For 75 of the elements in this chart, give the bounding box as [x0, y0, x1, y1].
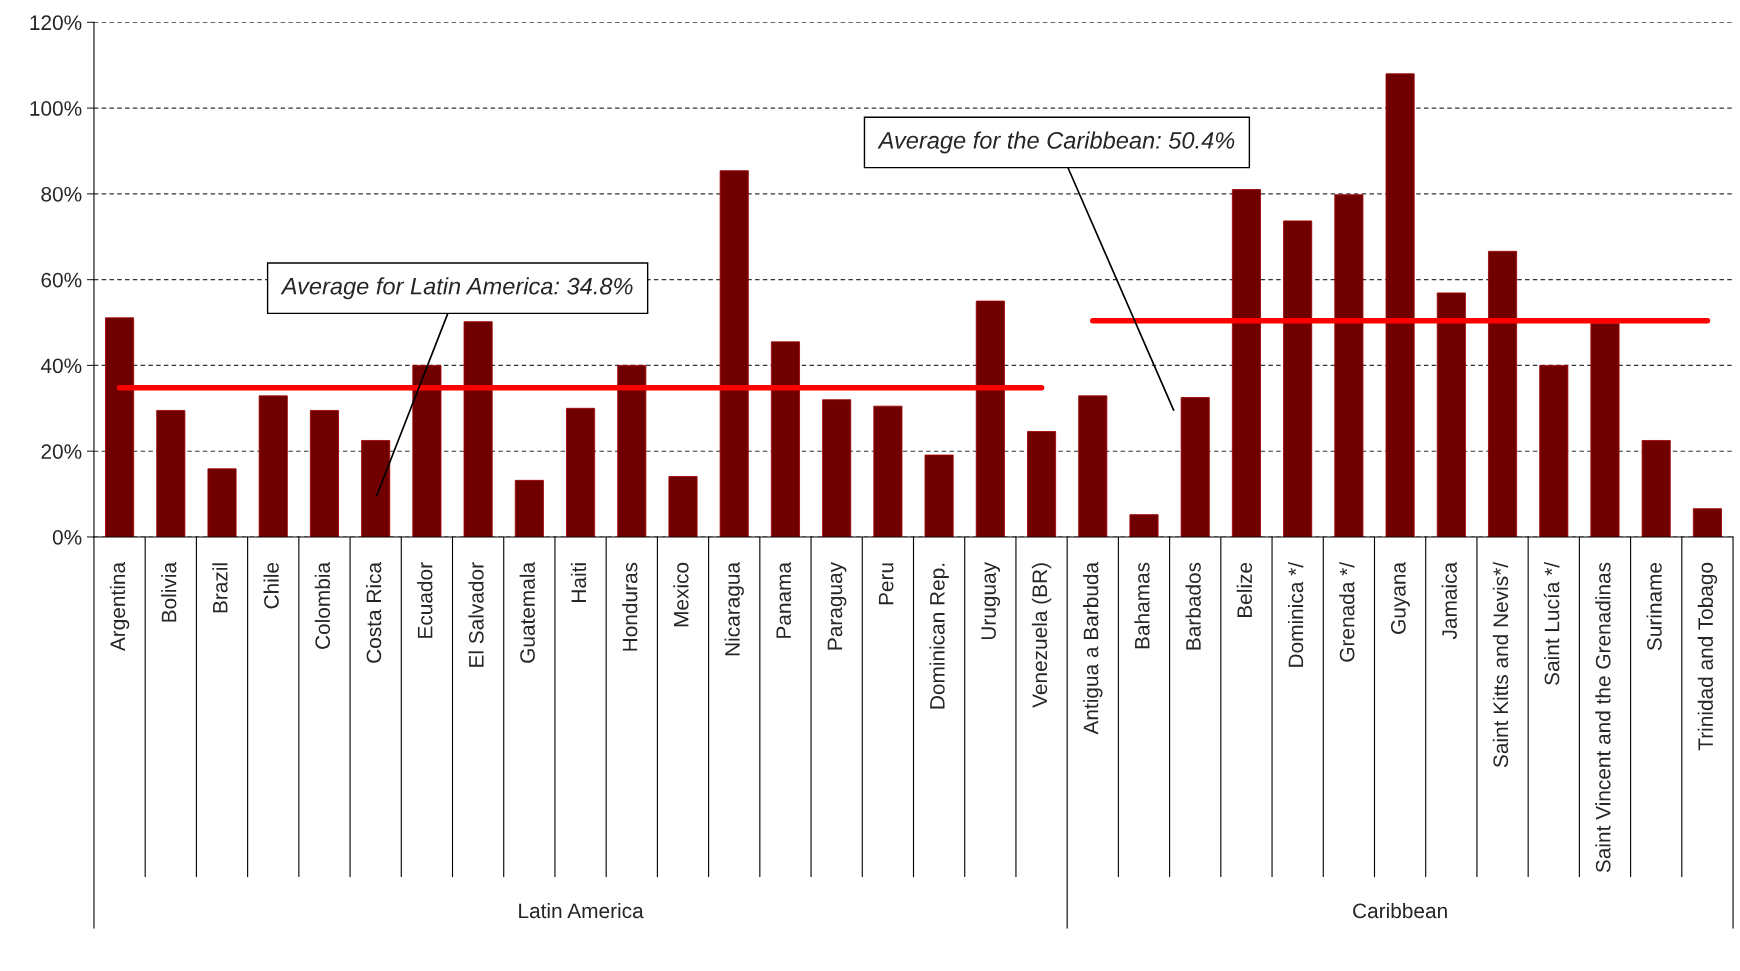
y-tick-label: 20% — [41, 444, 82, 459]
x-tick-label: Dominican Rep. — [929, 563, 949, 709]
x-tick-label: Nicaragua — [724, 561, 744, 656]
y-tick-label: 80% — [41, 186, 82, 202]
y-tick-label: 60% — [41, 272, 82, 288]
y-tick-label: 0% — [52, 529, 82, 545]
bar — [1027, 431, 1057, 537]
bar — [1539, 365, 1569, 537]
bar — [1231, 189, 1261, 537]
bar — [309, 410, 339, 537]
bar — [514, 479, 544, 537]
bar — [668, 476, 698, 537]
bar — [566, 407, 596, 537]
bar — [156, 410, 186, 537]
x-tick-label: Saint Lucía */ — [1543, 561, 1560, 685]
annotation: Average for Latin America: 34.8% — [280, 277, 633, 300]
y-tick-label: 120% — [30, 15, 82, 31]
x-tick-label: Haiti — [570, 563, 587, 602]
x-tick-label: Paraguay — [827, 562, 847, 650]
x-tick-label: Venezuela (BR) — [1031, 563, 1052, 708]
bar — [1590, 322, 1620, 537]
bar — [207, 468, 237, 537]
x-tick-label: Argentina — [109, 561, 130, 652]
x-tick-label: Costa Rica — [365, 561, 382, 663]
x-tick-label: Peru — [878, 563, 894, 605]
bar — [770, 341, 800, 537]
bar — [1385, 73, 1415, 537]
bar — [1488, 250, 1518, 537]
bar — [463, 321, 493, 537]
bar — [105, 317, 135, 537]
x-tick-label: Dominica */ — [1287, 561, 1304, 667]
bar — [975, 300, 1005, 537]
x-tick-label: Ecuador — [417, 562, 433, 638]
bar — [1692, 508, 1722, 537]
x-tick-label: Panama — [776, 561, 792, 638]
x-tick-label: Guatemala — [519, 561, 535, 663]
x-tick-label: Barbados — [1185, 562, 1201, 650]
bar — [822, 399, 852, 537]
x-tick-label: Colombia — [314, 561, 331, 649]
x-tick-label: Honduras — [622, 562, 638, 651]
x-tick-label: Saint Kitts and Nevis*/ — [1492, 561, 1509, 768]
x-tick-label: Saint Vincent and the Grenadinas — [1595, 562, 1611, 873]
y-tick-label: 100% — [30, 101, 82, 116]
bar — [1334, 194, 1364, 537]
x-tick-label: Grenada */ — [1339, 561, 1355, 662]
y-tick-label: 40% — [40, 358, 82, 374]
bar — [1436, 292, 1466, 537]
x-tick-label: Mexico — [673, 562, 689, 627]
x-tick-label: Bahamas — [1134, 562, 1150, 649]
bar — [1078, 395, 1108, 537]
text: Latin America — [519, 902, 644, 919]
x-tick-label: El Salvador — [468, 562, 484, 667]
bar — [924, 454, 954, 537]
bar — [1129, 514, 1159, 537]
x-tick-label: Chile — [263, 562, 279, 609]
bar — [412, 365, 442, 537]
bar — [1180, 397, 1210, 537]
x-tick-label: Bolivia — [161, 561, 177, 622]
bar — [1283, 220, 1313, 537]
x-tick-label: Suriname — [1646, 562, 1662, 651]
bar — [361, 440, 391, 537]
bar — [617, 365, 647, 537]
x-tick-label: Guyana — [1390, 561, 1410, 634]
text: Caribbean — [1353, 902, 1447, 919]
bar — [719, 170, 749, 537]
x-tick-label: Belize — [1236, 562, 1253, 617]
x-tick-label: Antigua a Barbuda — [1083, 561, 1103, 735]
bar — [258, 395, 288, 537]
x-tick-label: Trinidad and Tobago — [1697, 562, 1718, 751]
annotation: Average for the Caribbean: 50.4% — [877, 131, 1235, 154]
x-tick-label: Jamaica — [1441, 561, 1457, 640]
bar — [1641, 440, 1671, 537]
x-tick-label: Uruguay — [981, 562, 1001, 640]
bar — [873, 405, 903, 537]
x-tick-label: Brazil — [212, 563, 228, 613]
